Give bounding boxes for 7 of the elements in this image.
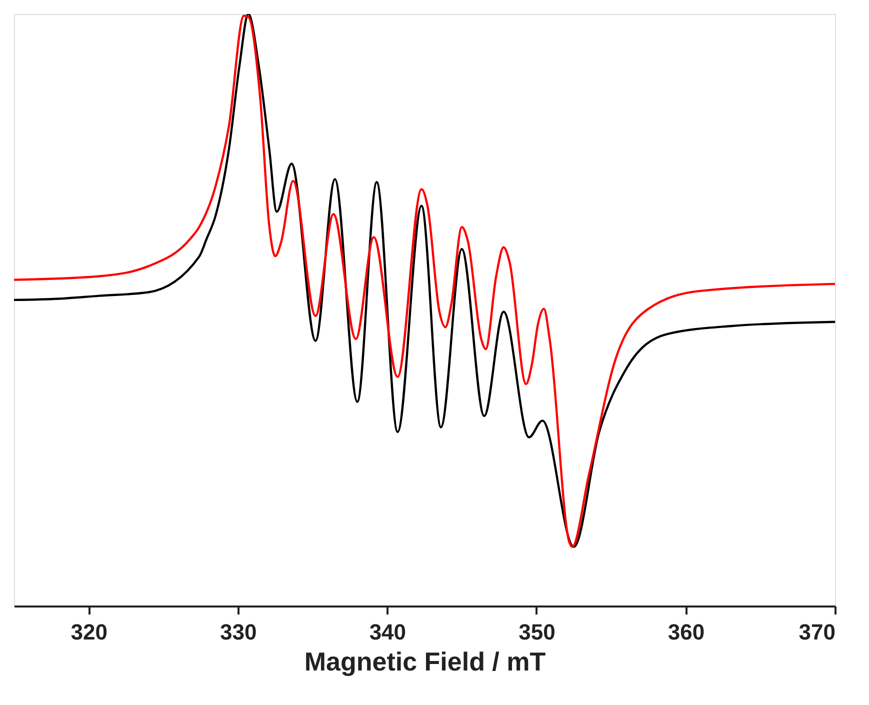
x-tick-label: 370 [798, 620, 836, 644]
x-tick-label: 350 [518, 620, 556, 644]
x-tick-label: 330 [220, 620, 257, 644]
x-tick-label: 360 [668, 620, 705, 644]
x-tick-label: 320 [70, 620, 108, 644]
x-tick-label: 340 [369, 620, 406, 644]
x-axis-title: Magnetic Field / mT [304, 646, 546, 676]
